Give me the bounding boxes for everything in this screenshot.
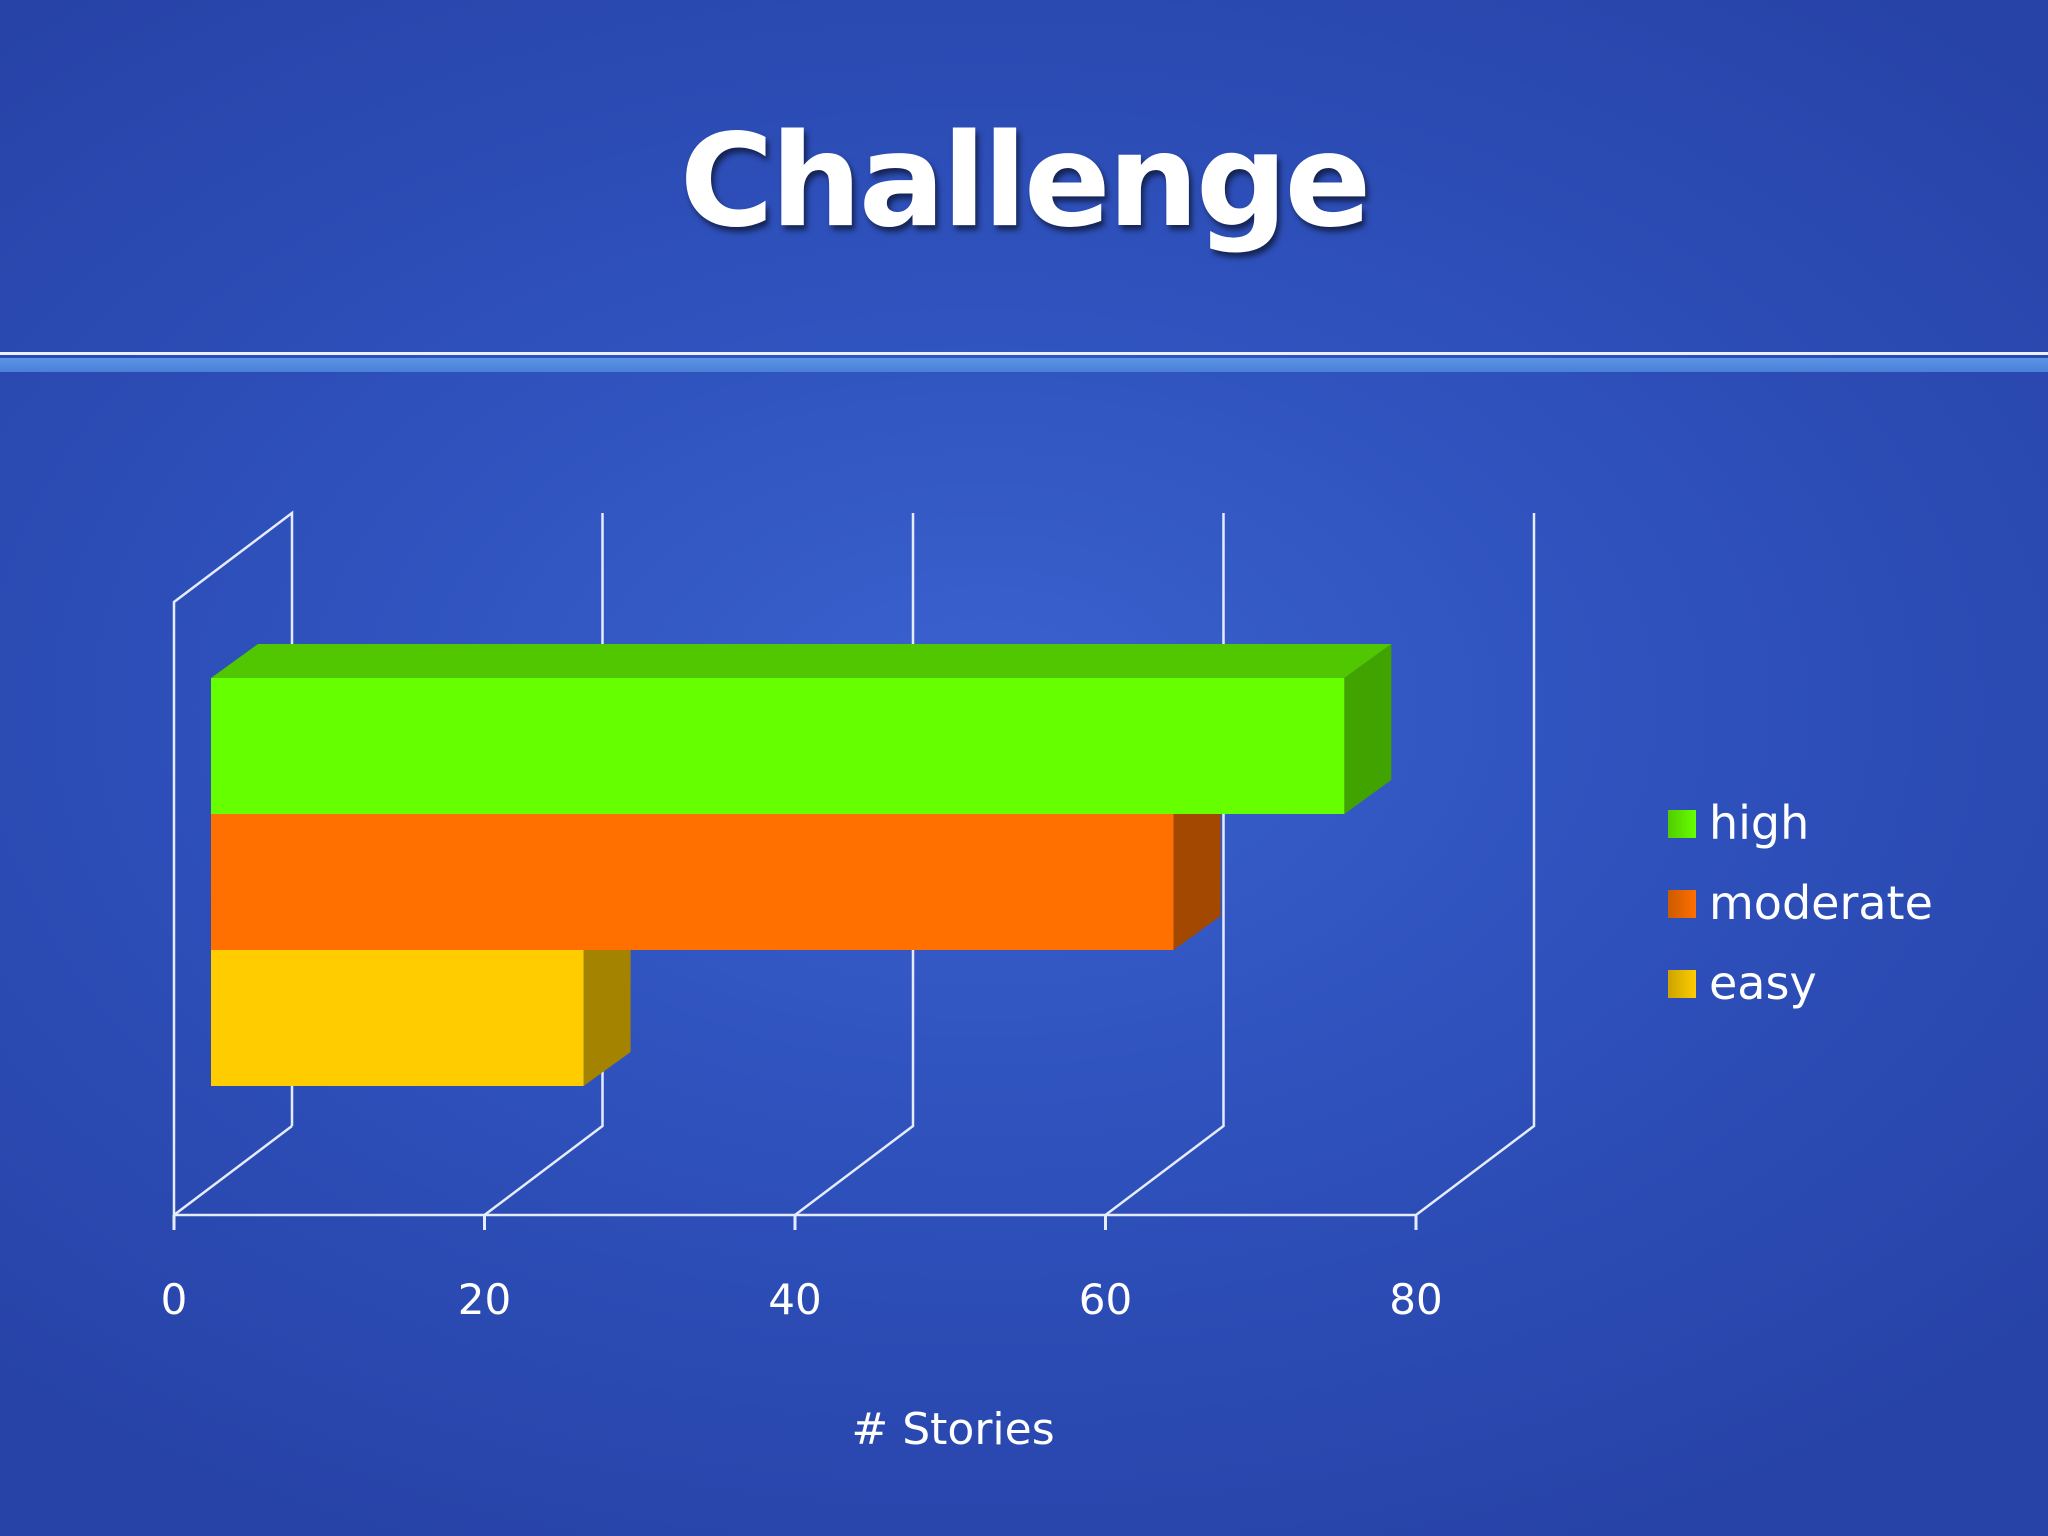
bar-side-face [1173, 780, 1221, 950]
title-divider-thin [0, 352, 2048, 355]
x-axis-title: # Stories [851, 1404, 1054, 1455]
x-tick-label: 20 [458, 1275, 511, 1324]
bar-side-face [583, 916, 631, 1086]
x-tick-label: 80 [1389, 1275, 1442, 1324]
bar-side-face [1344, 644, 1392, 814]
chart-bars [211, 644, 1392, 1086]
legend-label: moderate [1709, 876, 1933, 930]
bar-easy [211, 916, 631, 1086]
legend-swatch [1668, 970, 1696, 998]
legend-item-moderate: moderate [1668, 876, 1933, 930]
legend-label: high [1709, 796, 1809, 850]
bar-front-face [211, 814, 1174, 950]
legend-swatch [1668, 810, 1696, 838]
bar-front-face [211, 678, 1345, 814]
x-axis: 0 20 40 60 80 [161, 1215, 1443, 1324]
gridline [1415, 513, 1536, 1216]
slide-title: Challenge [679, 107, 1372, 256]
x-tick-label: 40 [768, 1275, 821, 1324]
gridline [173, 1125, 293, 1216]
bar-high [211, 644, 1392, 814]
bar-top-face [211, 644, 1392, 678]
x-tick-label: 60 [1079, 1275, 1132, 1324]
legend-label: easy [1709, 956, 1817, 1010]
legend-swatch [1668, 890, 1696, 918]
bar-moderate [211, 780, 1221, 950]
bar-front-face [211, 950, 584, 1086]
legend-item-high: high [1668, 796, 1809, 850]
x-tick-label: 0 [161, 1275, 188, 1324]
title-divider-thick [0, 358, 2048, 372]
chart-legend: high moderate easy [1668, 796, 1933, 1010]
legend-item-easy: easy [1668, 956, 1817, 1010]
